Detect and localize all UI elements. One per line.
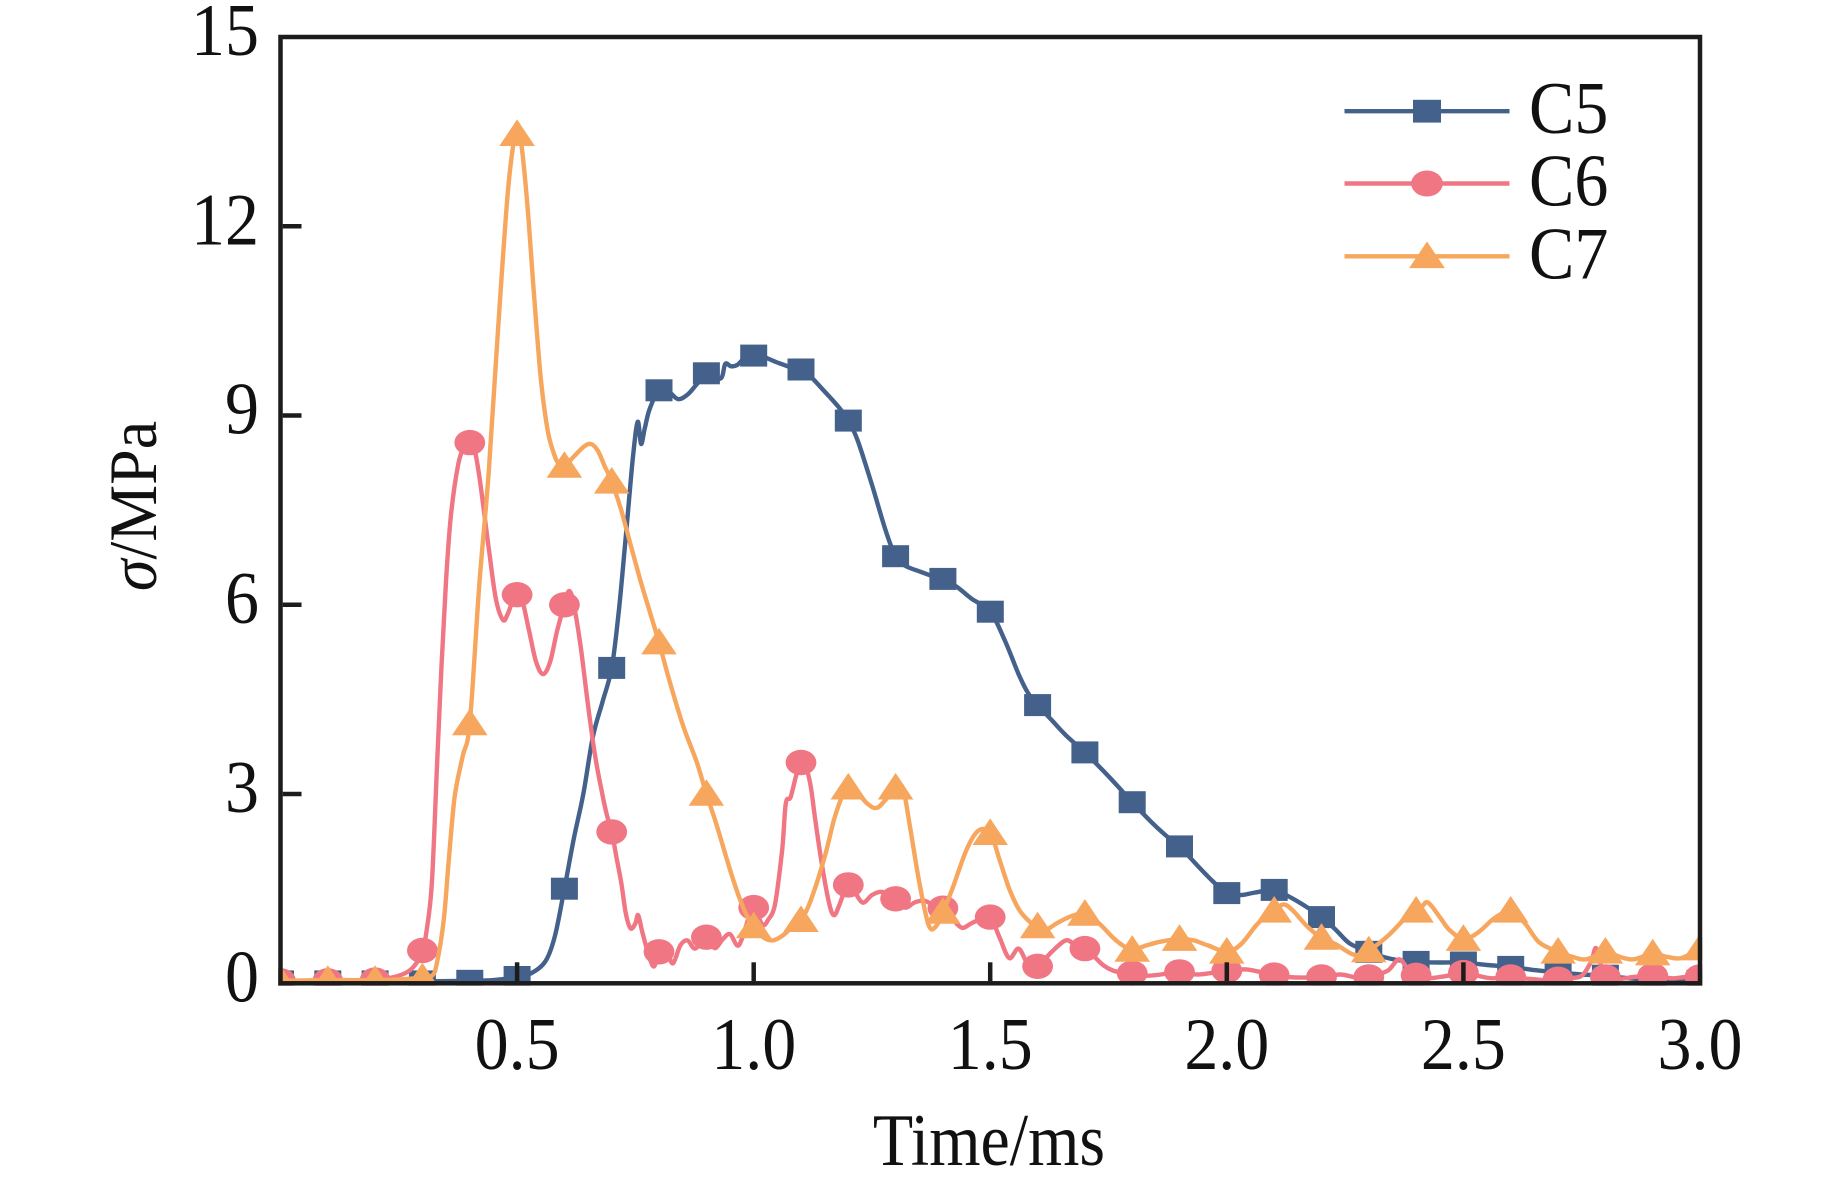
- svg-text:15: 15: [191, 0, 259, 72]
- svg-text:σ/MPa: σ/MPa: [96, 421, 171, 591]
- svg-text:C5: C5: [1529, 69, 1608, 150]
- svg-text:3.0: 3.0: [1658, 1004, 1743, 1085]
- svg-text:0: 0: [225, 937, 259, 1018]
- svg-text:9: 9: [225, 369, 259, 450]
- svg-text:12: 12: [191, 180, 259, 261]
- svg-text:3: 3: [225, 748, 259, 829]
- svg-text:1.5: 1.5: [948, 1004, 1033, 1085]
- svg-text:6: 6: [225, 558, 259, 639]
- svg-text:C6: C6: [1529, 141, 1608, 222]
- svg-text:2.5: 2.5: [1421, 1004, 1506, 1085]
- svg-text:1.0: 1.0: [711, 1004, 796, 1085]
- svg-text:Time/ms: Time/ms: [873, 1099, 1105, 1181]
- svg-text:0.5: 0.5: [475, 1004, 560, 1085]
- svg-text:2.0: 2.0: [1184, 1004, 1269, 1085]
- svg-text:C7: C7: [1529, 214, 1608, 295]
